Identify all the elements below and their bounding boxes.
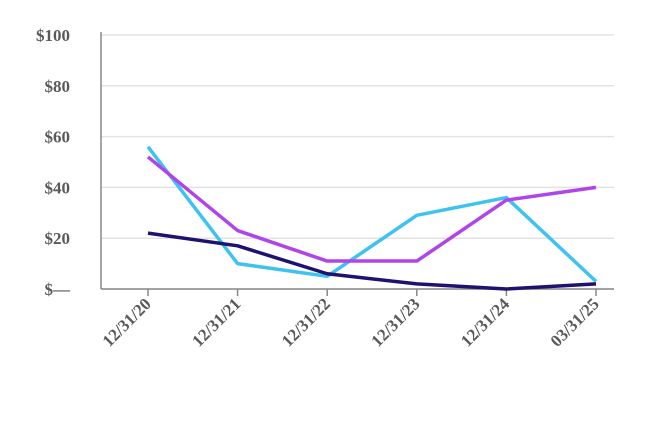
y-tick-label: $60 xyxy=(45,128,71,147)
x-tick-label: 12/31/21 xyxy=(188,294,244,350)
series-line xyxy=(146,155,597,263)
y-tick-label: $100 xyxy=(36,26,70,45)
x-tick-label: 03/31/25 xyxy=(547,294,603,350)
x-tick-label: 12/31/23 xyxy=(367,294,423,350)
y-tick-label: $40 xyxy=(45,178,71,197)
y-tick-label: $— xyxy=(45,280,72,299)
series-line xyxy=(147,231,597,291)
x-tick-label: 12/31/22 xyxy=(278,294,334,350)
x-tick-label: 12/31/24 xyxy=(457,294,514,351)
y-tick-label: $80 xyxy=(45,77,71,96)
y-tick-label: $20 xyxy=(45,229,71,248)
x-tick-label: 12/31/20 xyxy=(99,294,155,350)
